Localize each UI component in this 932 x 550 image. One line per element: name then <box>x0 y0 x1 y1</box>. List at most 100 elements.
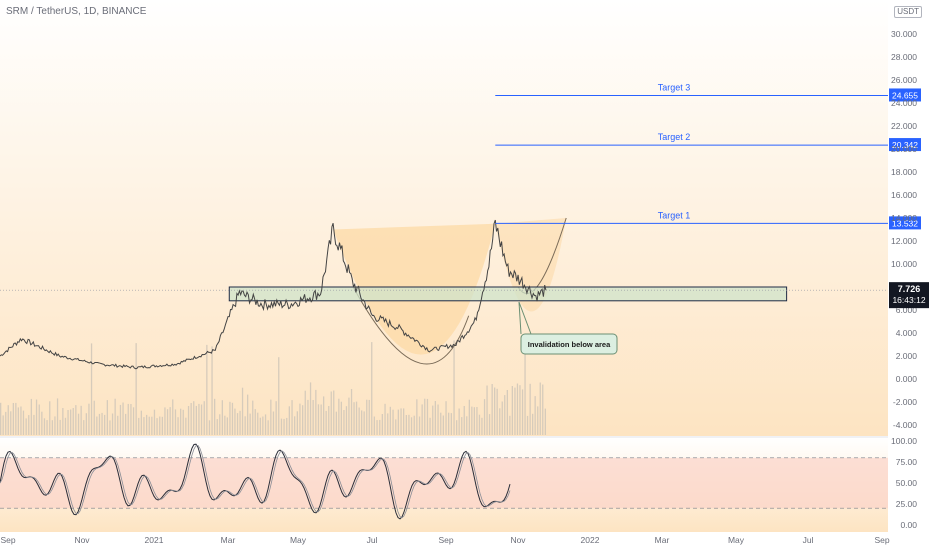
volume-bar <box>106 400 108 435</box>
volume-bar <box>25 418 27 435</box>
volume-bar <box>278 357 280 435</box>
target-price-tag <box>889 88 921 102</box>
volume-bar <box>75 405 77 435</box>
volume-bar <box>280 418 283 435</box>
volume-bar <box>348 397 350 435</box>
volume-bar <box>286 417 288 435</box>
volume-bar <box>200 404 203 435</box>
volume-bar <box>458 408 460 435</box>
time-tick: Sep <box>874 535 889 545</box>
price-tick: 10.000 <box>891 259 917 269</box>
symbol-header: SRM / TetherUS, 1D, BINANCE <box>6 6 147 17</box>
volume-bar <box>325 410 327 435</box>
volume-bar <box>456 420 458 435</box>
volume-bar <box>156 418 158 435</box>
volume-bar <box>302 405 304 435</box>
volume-bar <box>111 413 114 435</box>
volume-bar <box>98 413 101 435</box>
volume-bar <box>516 383 519 435</box>
volume-bar <box>169 407 171 435</box>
volume-bar <box>312 400 314 435</box>
volume-bar <box>358 407 360 435</box>
stoch-tick: 25.00 <box>896 499 918 509</box>
volume-bar <box>85 413 87 435</box>
price-tick: 16.000 <box>891 190 917 200</box>
volume-bar <box>453 340 455 435</box>
volume-bar <box>363 411 365 435</box>
note-text: Invalidation below area <box>528 340 611 349</box>
volume-bar <box>328 406 330 435</box>
volume-bar <box>488 414 491 435</box>
volume-bar <box>320 404 322 435</box>
volume-bar <box>33 414 35 435</box>
time-tick: 2022 <box>581 535 600 545</box>
volume-bar <box>468 399 470 435</box>
volume-bar <box>315 389 317 435</box>
stochastic-oscillator <box>0 443 888 520</box>
volume-bar <box>130 404 132 435</box>
volume-bar <box>182 409 184 435</box>
volume-bar <box>544 408 546 435</box>
volume-bar <box>43 418 46 435</box>
time-axis[interactable]: Sep Nov 2021 Mar May Jul Sep Nov 2022 Mar May Jul Se… <box>0 535 889 545</box>
price-tick: 4.000 <box>896 328 918 338</box>
volume-bar <box>90 343 93 435</box>
volume-bar <box>241 387 244 435</box>
support-zone[interactable] <box>228 286 788 302</box>
volume-bar <box>499 408 501 435</box>
last-price-tag <box>889 282 929 309</box>
volume-bar <box>231 402 234 435</box>
volume-bar <box>122 402 124 435</box>
volume-bar <box>161 416 163 435</box>
volume-bar <box>481 417 483 435</box>
price-tick: 22.000 <box>891 121 917 131</box>
volume-bar <box>506 390 508 435</box>
volume-bar <box>379 419 381 435</box>
volume-bar <box>221 400 223 435</box>
volume-bar <box>501 401 503 435</box>
volume-bar <box>355 401 358 435</box>
volume-bar <box>249 413 251 435</box>
volume-bar <box>119 404 122 435</box>
volume-bar <box>333 390 335 435</box>
volume-bars <box>0 340 546 435</box>
time-tick: Nov <box>74 535 90 545</box>
volume-bar <box>476 407 478 435</box>
volume-bar <box>244 416 246 435</box>
volume-bar <box>80 405 82 435</box>
volume-bar <box>478 414 481 435</box>
volume-bar <box>317 404 320 435</box>
volume-bar <box>195 405 197 435</box>
price-axis[interactable]: 30.000 28.000 26.000 24.000 22.000 20.000 18.0… <box>889 29 929 530</box>
volume-bar <box>350 389 353 435</box>
volume-bar <box>403 408 405 435</box>
target-lines[interactable]: Target 1 13.532 Target 2 20.342 Target 3 24.6… <box>495 82 921 230</box>
currency-badge[interactable]: USDT <box>894 6 922 18</box>
volume-bar <box>473 407 475 435</box>
volume-bar <box>234 408 236 435</box>
volume-bar <box>445 401 447 435</box>
volume-bar <box>70 409 72 435</box>
volume-bar <box>376 420 378 435</box>
volume-bar <box>283 418 285 435</box>
volume-bar <box>172 399 174 435</box>
volume-bar <box>104 414 106 435</box>
volume-bar <box>511 386 513 435</box>
last-price-value: 7.726 <box>898 284 921 294</box>
volume-bar <box>471 406 473 435</box>
volume-bar <box>146 414 148 435</box>
volume-bar <box>519 385 521 435</box>
volume-bar <box>413 415 415 435</box>
volume-bar <box>93 400 95 435</box>
volume-bar <box>38 404 40 435</box>
volume-bar <box>389 406 391 435</box>
volume-bar <box>532 413 534 435</box>
volume-bar <box>30 398 32 435</box>
volume-bar <box>373 416 375 435</box>
volume-bar <box>164 407 166 435</box>
volume-bar <box>491 384 493 435</box>
volume-bar <box>338 398 340 435</box>
invalidation-note[interactable]: Invalidation below area <box>518 301 618 355</box>
